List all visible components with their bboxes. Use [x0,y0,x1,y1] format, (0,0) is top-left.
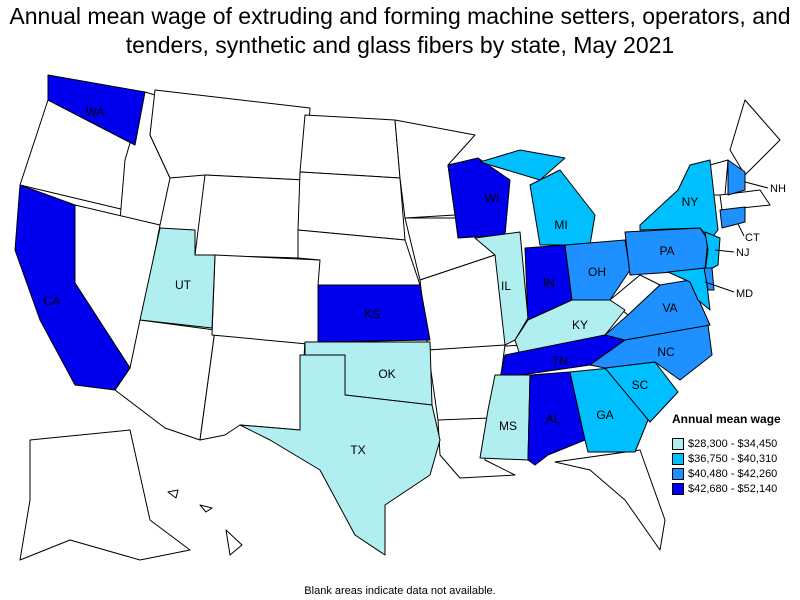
state-ut [139,227,216,329]
state-md [667,267,711,311]
state-hi [167,489,243,556]
state-ma [719,189,771,211]
state-mi [479,149,596,246]
label-pa: PA [659,244,674,258]
state-ak [19,429,191,561]
label-ks: KS [364,307,380,321]
label-wa: WA [86,105,105,119]
label-ca: CA [44,294,61,308]
legend-label: $36,750 - $40,310 [688,452,778,465]
state-co [211,254,321,346]
label-ga: GA [596,408,613,422]
legend-item: $36,750 - $40,310 [672,451,800,466]
callout-line-nh [744,181,769,189]
state-wy [194,174,306,259]
state-ca [14,184,131,391]
label-nj: NJ [736,247,749,259]
label-nh: NH [770,183,786,195]
state-wa [47,74,146,146]
label-ut: UT [175,278,192,292]
state-sd [297,171,406,241]
legend-swatch [672,437,684,450]
state-ny [639,159,719,241]
legend: Annual mean wage $28,300 - $34,450 $36,7… [672,412,800,496]
legend-label: $28,300 - $34,450 [688,437,778,450]
state-me [729,99,781,176]
label-nc: NC [657,345,675,359]
label-in: IN [543,276,555,290]
legend-swatch [672,482,684,495]
label-ok: OK [378,367,395,381]
map-title: Annual mean wage of extruding and formin… [9,3,791,58]
label-wi: WI [485,191,500,205]
footnote: Blank areas indicate data not available. [304,585,496,597]
callout-line-nj [714,249,735,253]
label-tx: TX [350,443,365,457]
state-nj [704,231,721,273]
state-fl [554,449,666,551]
state-nd [299,114,401,179]
state-mt [149,89,311,181]
label-ny: NY [682,195,699,209]
label-al: AL [546,412,561,426]
callout-line-md [704,281,735,293]
legend-label: $40,480 - $42,260 [688,467,778,480]
state-ct [719,206,746,229]
state-nm [199,329,306,441]
label-va: VA [662,301,677,315]
state-nh [727,159,746,196]
label-md: MD [736,288,753,300]
state-oh [564,239,631,301]
state-wi [447,157,511,239]
label-tn: TN [552,354,568,368]
label-oh: OH [588,265,606,279]
state-ms [479,374,531,461]
label-il: IL [501,279,511,293]
state-ks [317,284,431,343]
label-sc: SC [632,378,649,392]
legend-item: $28,300 - $34,450 [672,436,800,451]
label-ct: CT [745,232,760,244]
legend-title: Annual mean wage [672,412,781,426]
legend-swatch [672,452,684,465]
legend-item: $42,680 - $52,140 [672,481,800,496]
callout-line-ct [737,223,745,237]
state-tx [239,354,441,556]
label-ms: MS [499,419,517,433]
legend-item: $40,480 - $42,260 [672,466,800,481]
legend-label: $42,680 - $52,140 [688,482,778,495]
label-mi: MI [554,218,567,232]
label-ky: KY [572,318,588,332]
legend-swatch [672,467,684,480]
